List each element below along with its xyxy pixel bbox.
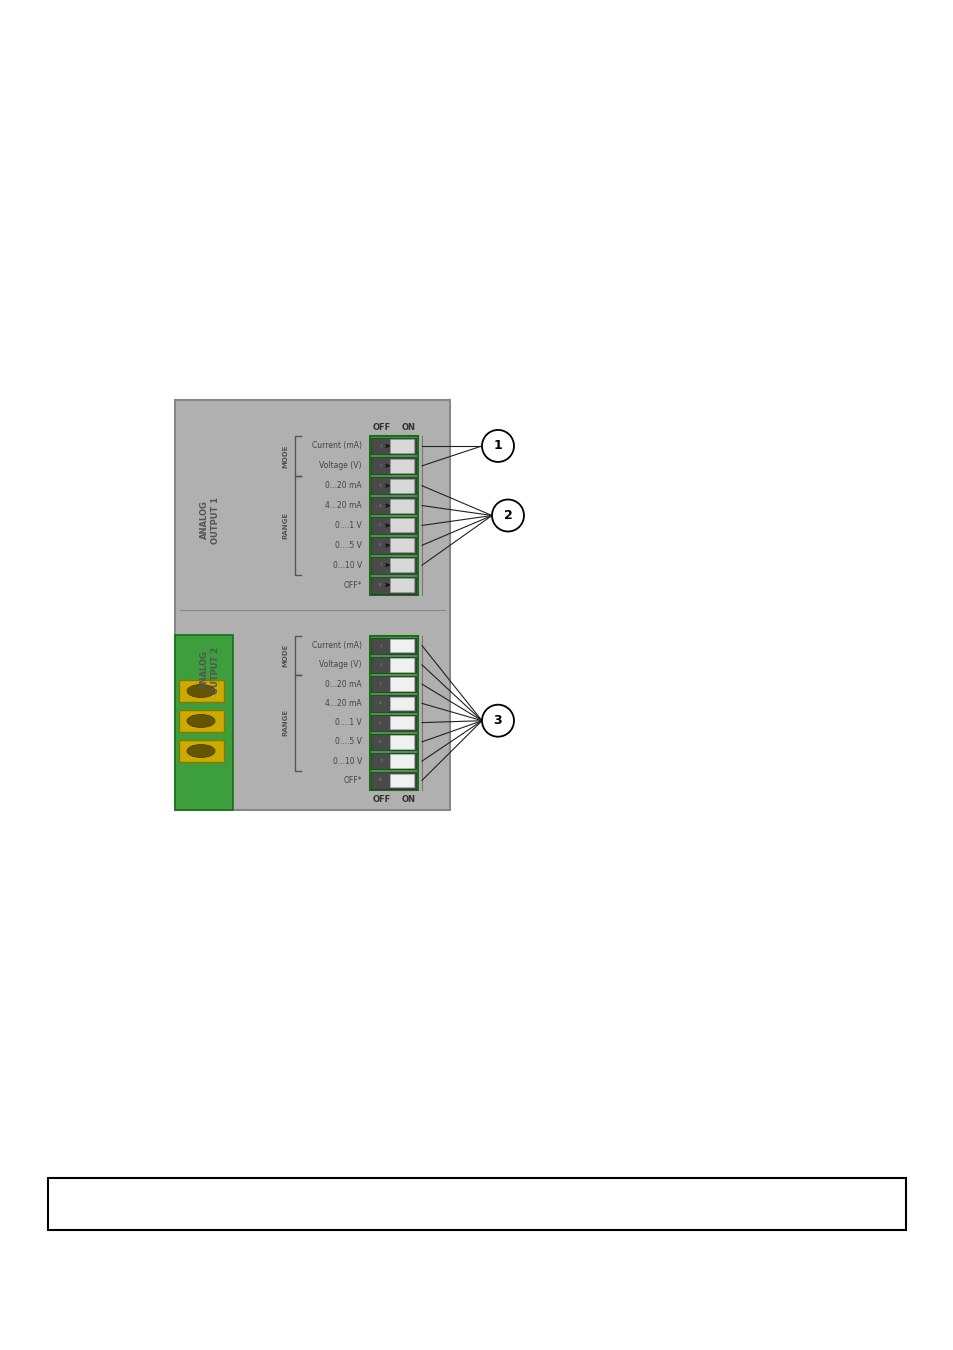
- Text: 3: 3: [378, 483, 381, 487]
- Bar: [390, 639, 414, 652]
- Bar: [390, 459, 414, 472]
- Text: 2: 2: [378, 663, 381, 667]
- Bar: [179, 740, 224, 761]
- Bar: [370, 436, 417, 595]
- Text: 0...20 mA: 0...20 mA: [325, 679, 361, 688]
- Text: 5: 5: [378, 721, 381, 725]
- Text: Voltage (V): Voltage (V): [319, 660, 361, 670]
- Text: 4...20 mA: 4...20 mA: [325, 699, 361, 707]
- Text: ON: ON: [401, 424, 415, 432]
- Text: 6: 6: [378, 543, 381, 547]
- Bar: [390, 559, 414, 572]
- Circle shape: [481, 429, 514, 462]
- Text: OFF*: OFF*: [343, 776, 361, 784]
- Bar: [390, 774, 414, 787]
- Bar: [390, 716, 414, 729]
- Text: 1: 1: [378, 644, 381, 648]
- Text: Current (mA): Current (mA): [312, 441, 361, 451]
- Bar: [371, 576, 416, 594]
- Text: OFF: OFF: [373, 424, 391, 432]
- Text: 2: 2: [378, 464, 381, 468]
- Text: MODE: MODE: [282, 444, 288, 467]
- Bar: [179, 710, 224, 732]
- Bar: [390, 659, 414, 671]
- Text: 0...10 V: 0...10 V: [333, 560, 361, 570]
- Bar: [390, 439, 414, 452]
- Bar: [371, 537, 416, 554]
- Bar: [174, 400, 450, 810]
- Bar: [371, 734, 416, 751]
- Bar: [371, 437, 416, 455]
- Text: 8: 8: [378, 779, 381, 783]
- Text: 7: 7: [378, 563, 381, 567]
- Bar: [390, 678, 414, 691]
- Bar: [390, 578, 414, 593]
- Bar: [371, 478, 416, 494]
- Text: 3: 3: [378, 682, 381, 686]
- Bar: [371, 517, 416, 533]
- Text: RANGE: RANGE: [282, 709, 288, 736]
- Bar: [48, 1179, 905, 1230]
- Bar: [390, 518, 414, 532]
- Ellipse shape: [187, 744, 214, 757]
- Text: RANGE: RANGE: [282, 512, 288, 539]
- Text: OFF: OFF: [373, 795, 391, 803]
- Text: 8: 8: [378, 583, 381, 587]
- Text: Current (mA): Current (mA): [312, 641, 361, 651]
- Bar: [371, 458, 416, 474]
- Bar: [179, 680, 224, 702]
- Bar: [371, 695, 416, 711]
- Text: 4: 4: [378, 504, 381, 508]
- Ellipse shape: [187, 714, 214, 728]
- Text: 0....1 V: 0....1 V: [335, 521, 361, 531]
- Bar: [371, 676, 416, 693]
- Text: 0...10 V: 0...10 V: [333, 756, 361, 765]
- Bar: [371, 497, 416, 514]
- Circle shape: [481, 705, 514, 737]
- Bar: [371, 714, 416, 730]
- Text: 0....5 V: 0....5 V: [335, 737, 361, 747]
- Bar: [390, 539, 414, 552]
- Bar: [371, 637, 416, 653]
- Bar: [371, 556, 416, 574]
- Bar: [390, 755, 414, 768]
- Text: 1: 1: [378, 444, 381, 448]
- Bar: [174, 634, 233, 810]
- Text: ANALOG
OUTPUT 1: ANALOG OUTPUT 1: [199, 497, 220, 544]
- Text: ANALOG
OUTPUT 2: ANALOG OUTPUT 2: [199, 647, 220, 694]
- Text: Voltage (V): Voltage (V): [319, 462, 361, 470]
- Text: 6: 6: [378, 740, 381, 744]
- Text: ON: ON: [401, 795, 415, 803]
- Text: OFF*: OFF*: [343, 580, 361, 590]
- Bar: [371, 753, 416, 769]
- Bar: [390, 736, 414, 749]
- Bar: [371, 656, 416, 674]
- Text: 0....5 V: 0....5 V: [335, 541, 361, 549]
- Bar: [390, 498, 414, 513]
- Text: 2: 2: [503, 509, 512, 522]
- Text: 5: 5: [378, 524, 381, 528]
- Text: 4...20 mA: 4...20 mA: [325, 501, 361, 510]
- Circle shape: [492, 500, 523, 532]
- Bar: [390, 697, 414, 710]
- Ellipse shape: [187, 684, 214, 698]
- Bar: [390, 479, 414, 493]
- Text: 0....1 V: 0....1 V: [335, 718, 361, 728]
- Bar: [370, 636, 417, 790]
- Text: 3: 3: [493, 714, 502, 728]
- Text: MODE: MODE: [282, 644, 288, 667]
- Text: 4: 4: [378, 702, 381, 705]
- Bar: [371, 772, 416, 788]
- Text: 1: 1: [493, 440, 502, 452]
- Text: 0...20 mA: 0...20 mA: [325, 481, 361, 490]
- Text: 7: 7: [378, 759, 381, 763]
